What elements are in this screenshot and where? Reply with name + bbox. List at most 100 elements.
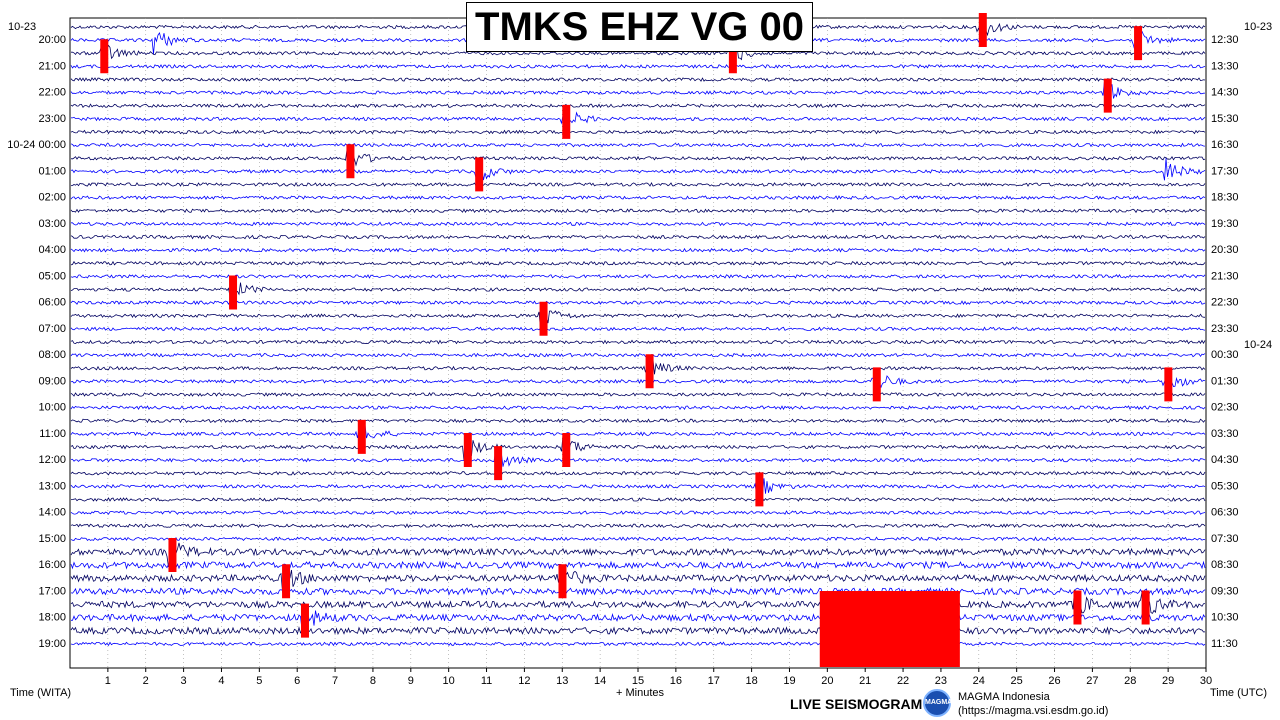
x-tick-label: 29 [1162, 675, 1174, 687]
x-tick-label: 1 [105, 675, 111, 687]
clipped-event-mark [229, 275, 238, 310]
x-tick-label: 13 [556, 675, 568, 687]
x-tick-label: 25 [1011, 675, 1023, 687]
x-tick-label: 23 [935, 675, 947, 687]
trace-line [70, 181, 1206, 187]
left-hour-label: 11:00 [39, 428, 66, 440]
saturated-event-block [819, 591, 960, 667]
trace-line [70, 142, 1206, 148]
left-hour-label: 03:00 [38, 218, 66, 230]
trace-line [70, 300, 1206, 306]
clipped-event-mark [282, 564, 291, 599]
right-hour-label: 10:30 [1211, 612, 1239, 624]
footer-org: MAGMA Indonesia [958, 691, 1050, 703]
x-tick-label: 22 [897, 675, 909, 687]
clipped-event-mark [1164, 367, 1173, 402]
left-hour-label: 23:00 [38, 113, 66, 125]
left-hour-label: 09:00 [38, 375, 66, 387]
x-tick-label: 15 [632, 675, 644, 687]
clipped-event-mark [168, 538, 177, 572]
x-tick-label: 3 [181, 675, 187, 687]
x-tick-label: 8 [370, 675, 376, 687]
x-tick-label: 20 [821, 675, 833, 687]
x-tick-label: 11 [481, 675, 492, 687]
right-hour-label: 06:30 [1211, 507, 1239, 519]
trace-line [70, 326, 1206, 332]
right-hour-label: 02:30 [1211, 402, 1239, 414]
right-hour-label: 00:30 [1211, 349, 1239, 361]
right-hour-label: 11:30 [1211, 638, 1238, 650]
left-hour-label: 02:00 [38, 192, 66, 204]
footer-brand: LIVE SEISMOGRAM [790, 696, 923, 712]
left-hour-label: 12:00 [38, 454, 66, 466]
x-tick-label: 28 [1124, 675, 1136, 687]
left-hour-label: 01:00 [38, 165, 66, 177]
x-tick-label: 12 [518, 675, 530, 687]
clipped-event-mark [728, 39, 737, 74]
x-tick-label: 17 [708, 675, 720, 687]
trace-line [70, 208, 1206, 214]
x-tick-label: 21 [859, 675, 871, 687]
left-hour-label: 06:00 [38, 297, 66, 309]
trace-line [70, 310, 1206, 330]
right-hour-label: 01:30 [1211, 375, 1239, 387]
x-tick-label: 5 [256, 675, 262, 687]
left-hour-label: 04:00 [38, 244, 66, 256]
right-hour-label: 15:30 [1211, 113, 1239, 125]
left-hour-label: 19:00 [38, 638, 66, 650]
bottom-axis-label: + Minutes [616, 687, 664, 699]
right-hour-label: 13:30 [1211, 60, 1239, 72]
right-hour-label: 21:30 [1211, 270, 1239, 282]
chart-title: TMKS EHZ VG 00 [466, 2, 813, 52]
clipped-event-mark [645, 354, 654, 389]
clipped-event-mark [494, 446, 503, 481]
left-hour-label: 10:00 [38, 402, 66, 414]
left-axis-label: Time (WITA) [10, 687, 72, 699]
clipped-event-mark [463, 433, 472, 467]
left-hour-label: 21:00 [38, 60, 66, 72]
right-hour-label: 03:30 [1211, 428, 1239, 440]
right-axis-label: Time (UTC) [1210, 687, 1268, 699]
trace-line [70, 158, 1206, 181]
left-hour-label: 14:00 [38, 507, 66, 519]
right-hour-label: 23:30 [1211, 323, 1239, 335]
trace-line [70, 523, 1206, 529]
clipped-event-mark [562, 104, 571, 139]
trace-line [70, 63, 1206, 69]
clipped-event-mark [539, 301, 548, 336]
x-tick-label: 19 [783, 675, 795, 687]
trace-line [70, 107, 1206, 130]
clipped-event-mark [1141, 590, 1150, 625]
trace-line [70, 339, 1206, 345]
right-hour-label: 04:30 [1211, 454, 1239, 466]
right-hour-label: 20:30 [1211, 244, 1239, 256]
left-hour-label: 22:00 [38, 87, 66, 99]
left-date-label: 10-23 [8, 21, 36, 33]
trace-line [70, 405, 1206, 411]
right-hour-label: 17:30 [1211, 165, 1239, 177]
trace-line [70, 536, 1206, 542]
x-tick-label: 6 [294, 675, 300, 687]
trace-line [71, 221, 1206, 227]
trace-line [70, 352, 1206, 358]
clipped-event-mark [346, 144, 355, 179]
x-tick-label: 24 [973, 675, 985, 687]
right-date-label-mid: 10-24 [1244, 339, 1272, 351]
x-tick-label: 18 [745, 675, 757, 687]
right-hour-label: 22:30 [1211, 297, 1239, 309]
trace-line [70, 641, 1206, 647]
trace-line [70, 195, 1206, 201]
trace-line [70, 478, 1206, 499]
left-hour-label: 20:00 [38, 34, 66, 46]
footer-url[interactable]: (https://magma.vsi.esdm.go.id) [958, 705, 1109, 717]
clipped-event-mark [978, 13, 987, 47]
trace-line [70, 470, 1206, 476]
trace-line [70, 560, 1206, 570]
right-hour-label: 08:30 [1211, 559, 1239, 571]
right-hour-label: 19:30 [1211, 218, 1239, 230]
left-hour-label: 08:00 [38, 349, 66, 361]
left-hour-label: 13:00 [38, 480, 66, 492]
clipped-event-mark [755, 472, 764, 507]
trace-line [70, 418, 1206, 424]
